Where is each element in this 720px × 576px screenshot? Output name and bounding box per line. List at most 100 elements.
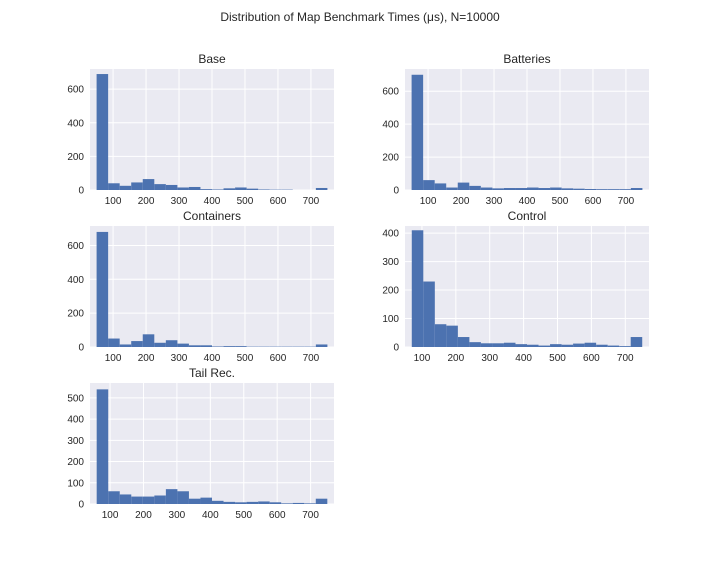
y-tick-label: 0 [78, 500, 84, 511]
histogram-bar [131, 341, 143, 347]
histogram-bar [411, 230, 424, 347]
histogram-bar [515, 344, 527, 347]
histogram-bar [292, 502, 305, 504]
histogram-bar [131, 182, 143, 190]
histogram-bar [223, 346, 236, 347]
histogram-bar [492, 343, 504, 347]
histogram-bar [492, 188, 504, 190]
histogram-bar [584, 342, 597, 347]
x-tick-label: 300 [486, 196, 503, 207]
histogram-bar [584, 189, 597, 190]
histogram-bar [503, 342, 516, 347]
x-tick-label: 100 [105, 196, 122, 207]
y-tick-label: 200 [67, 152, 84, 163]
x-tick-label: 500 [549, 353, 566, 364]
x-tick-label: 100 [102, 510, 119, 521]
histogram-bar [200, 189, 212, 190]
histogram-bar [108, 183, 120, 190]
plot-background [90, 383, 334, 504]
x-tick-label: 500 [237, 196, 254, 207]
histogram-bar [142, 179, 155, 190]
histogram-bar [607, 345, 620, 347]
histogram-bar [165, 489, 178, 504]
histogram-bar [630, 188, 643, 190]
x-tick-label: 400 [202, 510, 219, 521]
histogram-bar [619, 189, 631, 190]
subplot-control: Control 100 200 300 400 500 600 700 0 100 200 300 4… [382, 209, 649, 364]
histogram-bar [177, 343, 189, 347]
histogram-bar [188, 498, 201, 504]
x-tick-label: 500 [552, 196, 569, 207]
x-tick-label: 200 [447, 353, 464, 364]
histogram-bar [480, 187, 493, 190]
plot-area: 100 200 300 400 500 600 700 0 100 200 300 400 500 [67, 383, 334, 521]
y-tick-label: 100 [67, 478, 84, 489]
x-tick-label: 300 [481, 353, 498, 364]
x-tick-label: 400 [204, 353, 221, 364]
histogram-bar [165, 184, 178, 190]
histogram-bar [177, 187, 189, 190]
x-tick-label: 400 [519, 196, 536, 207]
figure-title: Distribution of Map Benchmark Times (μs)… [220, 10, 500, 24]
histogram-bar [619, 346, 631, 347]
histogram-bar [607, 189, 620, 190]
histogram-bar [246, 188, 259, 190]
y-tick-label: 0 [78, 343, 84, 354]
histogram-bar [235, 346, 247, 347]
histogram-bar [550, 187, 562, 190]
subplot-base: Base 100 200 300 400 500 600 700 0 200 400 600 [67, 52, 334, 207]
x-tick-label: 600 [585, 196, 602, 207]
histogram-bar [561, 188, 574, 190]
x-tick-label: 100 [420, 196, 437, 207]
histogram-bar [200, 345, 212, 347]
histogram-bar [154, 495, 166, 504]
histogram-bar [457, 337, 470, 347]
x-tick-label: 700 [303, 353, 320, 364]
x-tick-label: 200 [138, 196, 155, 207]
x-tick-label: 200 [138, 353, 155, 364]
histogram-bar [423, 281, 435, 347]
y-tick-label: 0 [393, 343, 399, 354]
y-tick-label: 300 [67, 436, 84, 447]
histogram-bar [561, 344, 574, 347]
histogram-bar [223, 188, 236, 190]
x-tick-label: 500 [237, 353, 254, 364]
histogram-bar [315, 187, 328, 190]
histogram-bar [503, 188, 516, 190]
histogram-bar [304, 503, 316, 504]
subplot-title: Control [508, 209, 547, 223]
histogram-bar [246, 501, 259, 504]
histogram-bar [96, 389, 109, 504]
histogram-bar [469, 342, 481, 347]
histogram-bar [188, 345, 201, 347]
x-tick-label: 200 [453, 196, 470, 207]
histogram-bar [188, 186, 201, 190]
x-tick-label: 600 [269, 510, 286, 521]
x-tick-label: 700 [617, 353, 634, 364]
histogram-bar [527, 187, 539, 190]
y-tick-label: 200 [382, 153, 399, 164]
x-tick-label: 700 [302, 510, 319, 521]
histogram-bar [142, 496, 155, 504]
histogram-bar [235, 502, 247, 504]
histogram-bar [538, 345, 551, 347]
histogram-bar [596, 344, 608, 347]
plot-area: 100 200 300 400 500 600 700 0 200 400 600 [67, 69, 334, 207]
histogram-bar [235, 187, 247, 190]
subplot-title: Base [198, 52, 226, 66]
histogram-bar [154, 342, 166, 347]
histogram-bar [434, 183, 447, 190]
y-tick-label: 400 [67, 118, 84, 129]
subplot-tail-rec: Tail Rec. 100 200 300 400 500 600 700 0 100 200 30… [67, 366, 334, 521]
y-tick-label: 400 [67, 275, 84, 286]
histogram-bar [315, 344, 328, 347]
histogram-bar [527, 344, 539, 347]
histogram-bar [315, 498, 328, 504]
x-tick-label: 300 [171, 353, 188, 364]
plot-area: 100 200 300 400 500 600 700 0 100 200 300 400 [382, 226, 649, 364]
y-tick-label: 0 [393, 186, 399, 197]
x-tick-label: 600 [583, 353, 600, 364]
histogram-bar [108, 491, 120, 504]
histogram-bar [212, 189, 224, 190]
